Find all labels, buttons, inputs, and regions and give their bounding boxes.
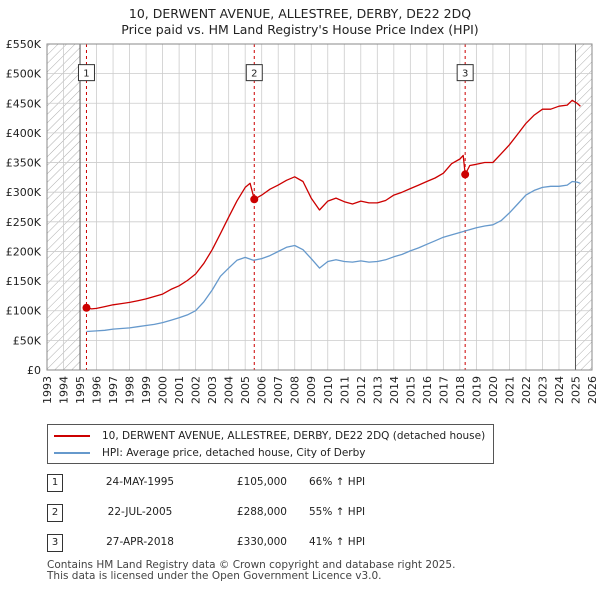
legend-item-hpi: HPI: Average price, detached house, City…: [54, 445, 365, 461]
chart-subtitle: Price paid vs. HM Land Registry's House …: [121, 22, 479, 37]
x-tick-label: 2021: [503, 376, 516, 404]
x-tick-label: 2005: [239, 376, 252, 404]
y-tick-label: £250K: [6, 216, 42, 229]
x-tick-label: 2006: [256, 376, 269, 404]
sale-2-marker: [250, 195, 259, 204]
x-tick-label: 2001: [173, 376, 186, 404]
plot-border: [46, 43, 593, 371]
sale-number-badge: 1: [47, 474, 63, 492]
x-tick-label: 2024: [553, 376, 566, 404]
x-tick-label: 2007: [272, 376, 285, 404]
y-tick-label: £50K: [13, 334, 42, 347]
sale-date: 27-APR-2018: [106, 536, 174, 548]
sale-3-label: 3: [462, 69, 468, 80]
x-tick-label: 2008: [289, 376, 302, 404]
sale-number-badge: 3: [47, 534, 63, 552]
y-tick-label: £100K: [6, 305, 42, 318]
footer-attribution: Contains HM Land Registry data © Crown c…: [47, 560, 455, 582]
x-tick-label: 1998: [124, 376, 137, 404]
hpi-line: [86, 180, 581, 333]
sale-date: 24-MAY-1995: [105, 476, 175, 488]
x-tick-label: 2019: [470, 376, 483, 404]
x-tick-label: 2026: [586, 376, 599, 404]
x-tick-label: 2016: [421, 376, 434, 404]
chart-title-address: 10, DERWENT AVENUE, ALLESTREE, DERBY, DE…: [128, 6, 472, 21]
legend-item-property: 10, DERWENT AVENUE, ALLESTREE, DERBY, DE…: [54, 428, 485, 444]
y-tick-label: £550K: [6, 38, 42, 51]
x-tick-label: 2022: [520, 376, 533, 404]
sale-price: £330,000: [236, 536, 287, 548]
x-tick-label: 2002: [190, 376, 203, 404]
y-tick-label: £300K: [6, 186, 42, 199]
x-tick-label: 2017: [437, 376, 450, 404]
x-tick-label: 2020: [487, 376, 500, 404]
chart-legend: 10, DERWENT AVENUE, ALLESTREE, DERBY, DE…: [47, 424, 494, 464]
x-tick-label: 1997: [107, 376, 120, 404]
x-tick-label: 1996: [91, 376, 104, 404]
x-tick-label: 1994: [58, 376, 71, 404]
sale-hpi-change: 55% ↑ HPI: [309, 506, 366, 518]
sale-1-marker: [82, 303, 91, 312]
hatched-region: [575, 44, 592, 370]
x-tick-label: 2010: [322, 376, 335, 404]
x-tick-label: 2003: [206, 376, 219, 404]
x-tick-label: 1993: [41, 376, 54, 404]
x-tick-label: 2011: [338, 376, 351, 404]
sale-hpi-change: 41% ↑ HPI: [309, 536, 366, 548]
sale-price: £288,000: [236, 506, 287, 518]
sale-2-label: 2: [251, 69, 257, 80]
legend-label-property: 10, DERWENT AVENUE, ALLESTREE, DERBY, DE…: [102, 430, 486, 442]
x-tick-label: 2015: [404, 376, 417, 404]
sale-number-badge: 2: [47, 504, 63, 522]
sale-1-label-box: [77, 64, 95, 82]
price-chart: 1 2 3 £0 £50K £100K £150K £200K £250K £300K £350K £…: [6, 38, 599, 404]
sale-1-label: 1: [83, 69, 89, 80]
sale-row: 2 22-JUL-2005 £288,000 55% ↑ HPI: [47, 504, 467, 522]
sale-3-marker: [461, 170, 470, 179]
legend-swatch-hpi: [54, 452, 90, 454]
y-tick-label: £0: [27, 364, 41, 377]
x-tick-label: 1995: [74, 376, 87, 404]
plot-area: [47, 44, 592, 370]
sale-3-label-box: [456, 64, 474, 82]
sale-row: 3 27-APR-2018 £330,000 41% ↑ HPI: [47, 534, 467, 552]
x-tick-label: 2013: [371, 376, 384, 404]
x-tick-label: 2009: [305, 376, 318, 404]
x-tick-label: 2014: [388, 376, 401, 404]
y-tick-label: £200K: [6, 245, 42, 258]
y-tick-label: £150K: [6, 275, 42, 288]
legend-swatch-property: [54, 435, 90, 437]
legend-label-hpi: HPI: Average price, detached house, City…: [102, 447, 366, 459]
y-tick-label: £500K: [6, 68, 42, 81]
x-tick-label: 2023: [536, 376, 549, 404]
footer-licence: This data is licensed under the Open Gov…: [47, 570, 382, 582]
x-tick-label: 1999: [140, 376, 153, 404]
sale-row: 1 24-MAY-1995 £105,000 66% ↑ HPI: [47, 474, 467, 492]
footer-copyright: Contains HM Land Registry data © Crown c…: [47, 559, 456, 571]
sale-price: £105,000: [236, 476, 287, 488]
y-tick-label: £450K: [6, 97, 42, 110]
x-tick-label: 2012: [355, 376, 368, 404]
x-tick-label: 2000: [157, 376, 170, 404]
y-tick-label: £400K: [6, 127, 42, 140]
sale-2-label-box: [245, 64, 263, 82]
sale-hpi-change: 66% ↑ HPI: [309, 476, 366, 488]
y-tick-label: £350K: [6, 157, 42, 170]
property-price-line: [86, 99, 581, 310]
x-tick-label: 2025: [569, 376, 582, 404]
x-tick-label: 2018: [454, 376, 467, 404]
x-tick-label: 2004: [223, 376, 236, 404]
sale-date: 22-JUL-2005: [107, 506, 173, 518]
